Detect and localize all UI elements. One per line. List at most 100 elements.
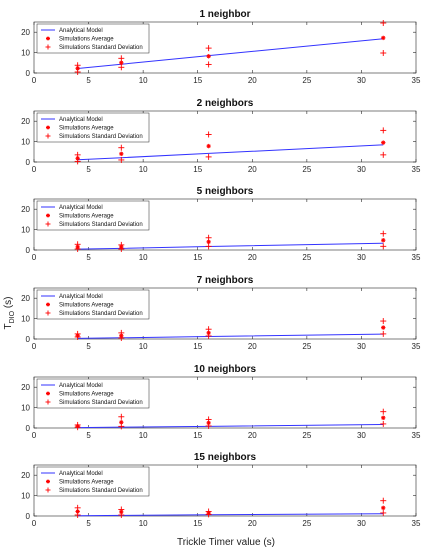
x-tick-label: 5 bbox=[86, 519, 91, 528]
stddev-marker bbox=[118, 55, 125, 62]
y-tick-label: 10 bbox=[21, 49, 30, 58]
average-marker bbox=[75, 66, 80, 71]
y-tick-label: 0 bbox=[26, 512, 31, 521]
legend-box bbox=[36, 289, 150, 320]
subplot-title: 2 neighbors bbox=[197, 98, 254, 109]
x-tick-label: 25 bbox=[302, 165, 311, 174]
star-d2 bbox=[206, 239, 211, 244]
legend-average-label: Simulations Average bbox=[59, 126, 114, 132]
stddev-marker bbox=[380, 20, 387, 27]
x-tick-label: 20 bbox=[248, 431, 257, 440]
analytical-model-line bbox=[77, 144, 384, 161]
legend: Analytical Model Simulations Average Simul… bbox=[36, 200, 150, 231]
legend-model-label: Analytical Model bbox=[59, 383, 103, 389]
subplot-3: 5 neighbors 0 5 10 15 20 25 30 35 0 10 20 Analytical… bbox=[21, 186, 421, 262]
y-tick-label: 20 bbox=[21, 471, 30, 480]
x-tick-label: 35 bbox=[412, 519, 421, 528]
legend-box bbox=[36, 378, 150, 409]
star-d2 bbox=[75, 424, 80, 429]
star-d2 bbox=[206, 421, 211, 425]
legend-box bbox=[36, 23, 150, 54]
legend-average-swatch bbox=[46, 125, 50, 130]
x-tick-label: 30 bbox=[357, 253, 366, 262]
star-d2 bbox=[206, 54, 211, 59]
legend-stddev-label: Simulations Standard Deviation bbox=[59, 134, 143, 140]
x-tick-label: 20 bbox=[248, 165, 257, 174]
legend: Analytical Model Simulations Average Simul… bbox=[36, 289, 150, 320]
legend-model-label: Analytical Model bbox=[59, 294, 103, 300]
stddev-marker bbox=[118, 64, 125, 71]
stddev-marker bbox=[205, 243, 212, 250]
y-tick-label: 20 bbox=[21, 28, 30, 37]
x-tick-label: 35 bbox=[412, 253, 421, 262]
x-tick-label: 20 bbox=[248, 342, 257, 351]
stddev-marker bbox=[118, 144, 125, 151]
average-marker bbox=[75, 333, 80, 338]
y-tick-label: 10 bbox=[21, 404, 30, 413]
stddev-marker bbox=[380, 230, 387, 237]
y-tick-label: 20 bbox=[21, 383, 30, 392]
legend-box bbox=[36, 466, 150, 497]
y-tick-label: 20 bbox=[21, 205, 30, 214]
x-tick-label: 5 bbox=[86, 342, 91, 351]
star-d2 bbox=[381, 505, 386, 510]
star-d2 bbox=[119, 420, 124, 425]
y-tick-label: 20 bbox=[21, 294, 30, 303]
average-marker bbox=[119, 420, 124, 425]
star-d2 bbox=[119, 333, 124, 338]
analytical-model-line bbox=[77, 38, 384, 70]
legend-model-label: Analytical Model bbox=[59, 28, 103, 34]
legend-model-label: Analytical Model bbox=[59, 205, 103, 211]
star-d2 bbox=[75, 156, 80, 161]
star-d2 bbox=[75, 509, 80, 514]
subplot-2: 2 neighbors 0 5 10 15 20 25 30 35 0 10 20 Analytical… bbox=[21, 98, 421, 174]
star-d2 bbox=[46, 125, 50, 130]
legend-stddev-label: Simulations Standard Deviation bbox=[59, 45, 143, 51]
average-marker bbox=[75, 156, 80, 161]
x-tick-label: 10 bbox=[139, 76, 148, 85]
subplot-title: 7 neighbors bbox=[197, 275, 254, 286]
star-d2 bbox=[119, 510, 124, 514]
average-marker bbox=[75, 509, 80, 514]
subplot-title: 15 neighbors bbox=[194, 452, 257, 463]
star-d2 bbox=[75, 245, 80, 249]
x-tick-label: 0 bbox=[32, 342, 37, 351]
star-d2 bbox=[75, 333, 80, 338]
star-d2 bbox=[46, 213, 50, 218]
x-tick-label: 5 bbox=[86, 76, 91, 85]
average-marker bbox=[75, 423, 80, 429]
x-tick-label: 10 bbox=[139, 519, 148, 528]
stddev-marker bbox=[205, 153, 212, 160]
x-tick-label: 30 bbox=[357, 342, 366, 351]
x-tick-label: 0 bbox=[32, 519, 37, 528]
legend-stddev-label: Simulations Standard Deviation bbox=[59, 400, 143, 406]
stddev-marker bbox=[380, 50, 387, 57]
stddev-marker bbox=[118, 156, 125, 163]
star-d2 bbox=[119, 60, 124, 65]
x-tick-label: 15 bbox=[193, 519, 202, 528]
star-d2 bbox=[206, 330, 211, 335]
x-tick-label: 15 bbox=[193, 342, 202, 351]
x-tick-label: 25 bbox=[302, 76, 311, 85]
legend-stddev-swatch bbox=[45, 221, 51, 227]
legend-box bbox=[36, 112, 150, 143]
star-d2 bbox=[75, 66, 80, 71]
legend-average-label: Simulations Average bbox=[59, 37, 114, 43]
x-tick-label: 0 bbox=[32, 253, 37, 262]
x-tick-label: 5 bbox=[86, 431, 91, 440]
x-tick-label: 10 bbox=[139, 253, 148, 262]
star-d2 bbox=[119, 245, 124, 249]
average-marker bbox=[119, 151, 124, 157]
analytical-model-line bbox=[77, 242, 384, 250]
x-tick-label: 35 bbox=[412, 342, 421, 351]
subplot-title: 1 neighbor bbox=[199, 9, 250, 20]
stddev-marker bbox=[380, 243, 387, 250]
legend-average-label: Simulations Average bbox=[59, 303, 114, 309]
stddev-marker bbox=[205, 45, 212, 52]
star-d2 bbox=[46, 36, 50, 41]
x-tick-label: 35 bbox=[412, 165, 421, 174]
average-marker bbox=[119, 60, 124, 65]
x-tick-label: 15 bbox=[193, 431, 202, 440]
